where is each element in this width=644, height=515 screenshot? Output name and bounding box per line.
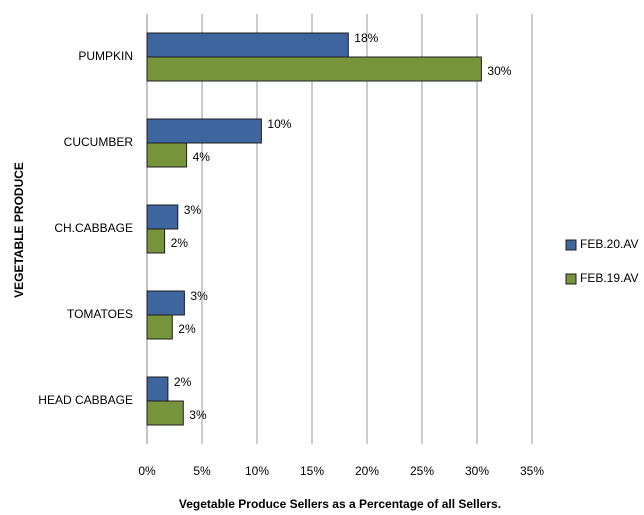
- data-label: 3%: [190, 289, 208, 303]
- data-label: 10%: [267, 117, 291, 131]
- y-tick-label: HEAD CABBAGE: [38, 393, 133, 407]
- bar: [146, 400, 184, 426]
- bar: [146, 204, 179, 230]
- legend-label: FEB.20.AV: [580, 237, 638, 251]
- x-tick-label: 5%: [193, 464, 211, 478]
- x-tick-label: 35%: [520, 464, 544, 478]
- x-tick-label: 10%: [245, 464, 269, 478]
- data-label: 30%: [487, 64, 511, 78]
- y-tick-label: TOMATOES: [67, 307, 133, 321]
- data-label: 3%: [184, 203, 202, 217]
- y-tick-label: CUCUMBER: [64, 135, 134, 149]
- bar: [146, 32, 349, 58]
- bar: [146, 56, 482, 82]
- x-tick-label: 15%: [300, 464, 324, 478]
- bar: [146, 142, 188, 168]
- x-tick-label: 20%: [355, 464, 379, 478]
- x-axis-title: Vegetable Produce Sellers as a Percentag…: [179, 497, 501, 511]
- y-tick-label: CH.CABBAGE: [54, 221, 133, 235]
- data-label: 4%: [193, 150, 211, 164]
- data-label: 2%: [171, 236, 189, 250]
- x-tick-label: 30%: [465, 464, 489, 478]
- data-label: 3%: [189, 408, 207, 422]
- bar: [146, 118, 262, 144]
- data-label: 2%: [178, 322, 196, 336]
- y-axis-title: VEGETABLE PRODUCE: [12, 162, 26, 298]
- bar: [146, 314, 173, 340]
- legend-swatch: [565, 273, 577, 285]
- legend-swatch: [565, 239, 577, 251]
- x-tick-label: 0%: [138, 464, 156, 478]
- y-tick-label: PUMPKIN: [78, 49, 133, 63]
- bar: [146, 228, 166, 254]
- x-tick-label: 25%: [410, 464, 434, 478]
- legend-label: FEB.19.AV: [580, 271, 638, 285]
- bar: [146, 290, 185, 316]
- data-label: 2%: [174, 375, 192, 389]
- data-label: 18%: [354, 31, 378, 45]
- bar: [146, 376, 169, 402]
